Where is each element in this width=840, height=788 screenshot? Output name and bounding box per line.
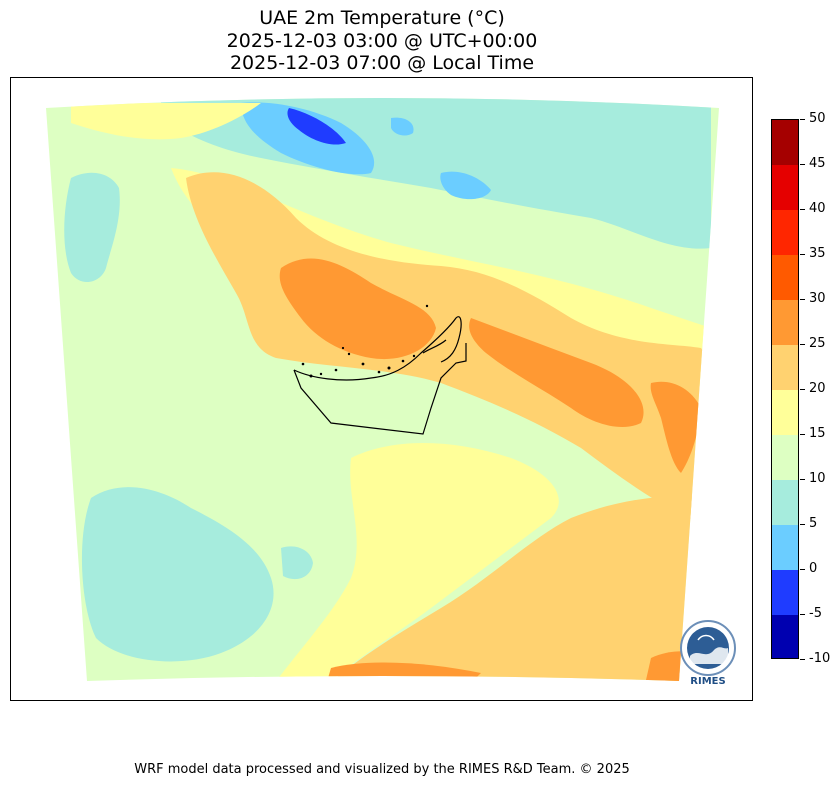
colorbar-tick	[800, 389, 805, 390]
colorbar-tick	[800, 479, 805, 480]
map-title-line2: 2025-12-03 03:00 @ UTC+00:00	[226, 30, 538, 52]
colorbar-tick	[800, 614, 805, 615]
colorbar-tick-label: 20	[809, 381, 826, 396]
colorbar-tick	[800, 164, 805, 165]
colorbar-tick-label: 10	[809, 471, 826, 486]
map-title-line3: 2025-12-03 07:00 @ Local Time	[229, 52, 535, 74]
colorbar-tick	[800, 209, 805, 210]
colorbar-segment	[772, 390, 798, 436]
rimes-logo-text: RIMES	[690, 676, 726, 687]
colorbar-tick	[800, 344, 805, 345]
colorbar-segment	[772, 480, 798, 526]
colorbar-tick-label: 5	[809, 516, 818, 531]
colorbar-segment	[772, 210, 798, 256]
colorbar-segment	[772, 165, 798, 211]
colorbar-tick-label: 50	[809, 111, 826, 126]
colorbar-tick-label: 15	[809, 426, 826, 441]
colorbar-tick	[800, 524, 805, 525]
temperature-map	[10, 77, 753, 701]
rimes-logo	[680, 620, 736, 676]
colorbar-tick-label: -5	[809, 606, 822, 621]
colorbar-segment	[772, 525, 798, 571]
uae-border	[293, 316, 467, 435]
colorbar-tick-label: 40	[809, 201, 826, 216]
colorbar-tick-label: 25	[809, 336, 826, 351]
colorbar-tick	[800, 434, 805, 435]
colorbar-tick-label: 35	[809, 246, 826, 261]
colorbar-tick	[800, 254, 805, 255]
colorbar-tick	[800, 569, 805, 570]
colorbar-segment	[772, 615, 798, 658]
colorbar-tick	[800, 299, 805, 300]
colorbar-tick-label: 0	[809, 561, 818, 576]
colorbar-tick	[800, 659, 805, 660]
colorbar	[771, 119, 799, 659]
colorbar-segment	[772, 120, 798, 166]
colorbar-tick-label: -10	[809, 651, 831, 666]
colorbar-segment	[772, 570, 798, 616]
colorbar-segment	[772, 435, 798, 481]
coastal-islands	[301, 304, 429, 378]
colorbar-segment	[772, 255, 798, 301]
temperature-field	[46, 98, 719, 681]
colorbar-segment	[772, 345, 798, 391]
colorbar-segment	[772, 300, 798, 346]
credit-footer: WRF model data processed and visualized …	[134, 762, 630, 777]
colorbar-tick-label: 45	[809, 156, 826, 171]
map-title-line1: UAE 2m Temperature (°C)	[259, 7, 505, 29]
colorbar-tick-label: 30	[809, 291, 826, 306]
colorbar-tick	[800, 119, 805, 120]
